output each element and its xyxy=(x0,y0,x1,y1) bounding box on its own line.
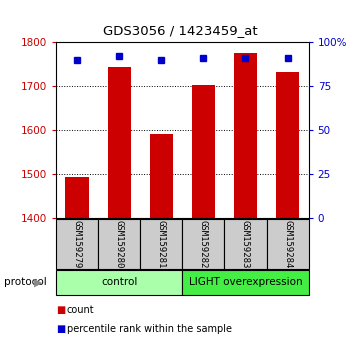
Text: ■: ■ xyxy=(56,324,65,334)
FancyBboxPatch shape xyxy=(56,270,182,295)
FancyBboxPatch shape xyxy=(266,219,309,269)
Bar xyxy=(65,177,88,218)
FancyBboxPatch shape xyxy=(225,219,266,269)
FancyBboxPatch shape xyxy=(182,219,225,269)
FancyBboxPatch shape xyxy=(140,219,182,269)
Text: GSM159283: GSM159283 xyxy=(241,220,250,268)
Bar xyxy=(276,72,299,218)
FancyBboxPatch shape xyxy=(56,219,98,269)
Text: GSM159280: GSM159280 xyxy=(115,220,123,268)
Text: percentile rank within the sample: percentile rank within the sample xyxy=(67,324,232,334)
Text: GSM159279: GSM159279 xyxy=(73,220,82,268)
Text: ■: ■ xyxy=(56,306,65,315)
Text: LIGHT overexpression: LIGHT overexpression xyxy=(189,278,302,287)
FancyBboxPatch shape xyxy=(98,219,140,269)
Bar xyxy=(150,133,173,218)
Text: GSM159282: GSM159282 xyxy=(199,220,208,268)
Text: count: count xyxy=(67,306,95,315)
Text: protocol: protocol xyxy=(4,278,46,287)
FancyBboxPatch shape xyxy=(182,270,309,295)
Text: control: control xyxy=(101,278,137,287)
Bar xyxy=(192,85,215,218)
Text: GSM159281: GSM159281 xyxy=(157,220,166,268)
Text: GDS3056 / 1423459_at: GDS3056 / 1423459_at xyxy=(103,24,258,37)
Bar xyxy=(234,53,257,218)
Text: ▶: ▶ xyxy=(34,278,43,287)
Bar xyxy=(108,67,131,218)
Text: GSM159284: GSM159284 xyxy=(283,220,292,268)
